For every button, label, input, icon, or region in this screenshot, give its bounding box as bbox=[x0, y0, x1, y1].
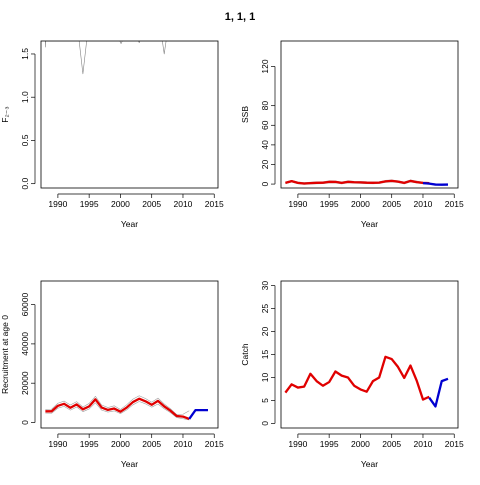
y-tick-label: 0.5 bbox=[20, 134, 30, 146]
x-tick-label: 1995 bbox=[320, 199, 339, 209]
y-axis-label: Catch bbox=[240, 343, 250, 365]
series-group bbox=[45, 41, 215, 75]
x-axis-label: Year bbox=[121, 219, 138, 229]
x-tick-label: 2015 bbox=[205, 199, 224, 209]
series-line-1 bbox=[45, 41, 215, 75]
x-tick-label: 2010 bbox=[174, 439, 193, 449]
x-tick-label: 2015 bbox=[205, 439, 224, 449]
chart-panel-3: 1990 1995 2000 2005 2010 2015 Year 0 20000 40000 6… bbox=[0, 280, 224, 469]
y-tick-label: 120 bbox=[260, 59, 270, 73]
y-tick-label: 60000 bbox=[20, 292, 30, 316]
plot-frame bbox=[40, 280, 219, 429]
y-tick-label: 25 bbox=[260, 304, 270, 314]
page-title: 1, 1, 1 bbox=[225, 11, 256, 23]
y-axis-label: F₂₋₃ bbox=[0, 106, 10, 122]
x-tick-label: 1990 bbox=[288, 439, 307, 449]
y-tick-label: 30 bbox=[260, 281, 270, 291]
series-line-2 bbox=[45, 395, 190, 415]
series-group bbox=[284, 355, 449, 408]
y-tick-label: 20000 bbox=[20, 371, 30, 395]
plot-frame bbox=[40, 40, 219, 189]
x-tick-label: 2000 bbox=[111, 199, 130, 209]
x-tick-label: 2010 bbox=[414, 199, 433, 209]
series-line-3 bbox=[285, 179, 430, 185]
x-tick-label: 2005 bbox=[142, 199, 161, 209]
x-tick-label: 1995 bbox=[320, 439, 339, 449]
x-tick-label: 2005 bbox=[142, 439, 161, 449]
x-axis-label: Year bbox=[121, 459, 138, 469]
y-tick-label: 1.0 bbox=[20, 91, 30, 103]
x-tick-label: 2005 bbox=[382, 199, 401, 209]
x-tick-label: 2000 bbox=[111, 439, 130, 449]
y-tick-label: 5 bbox=[260, 398, 270, 403]
y-tick-label: 40 bbox=[260, 140, 270, 150]
chart-panel-4: 1990 1995 2000 2005 2010 2015 Year 0 5 10 15 20 25 30… bbox=[240, 280, 464, 469]
series-group bbox=[285, 179, 449, 186]
chart-panel-1: 1990 1995 2000 2005 2010 2015 Year 0.0 0.5 1.0 1.5… bbox=[0, 40, 224, 229]
y-tick-label: 80 bbox=[260, 101, 270, 111]
y-tick-label: 20 bbox=[260, 159, 270, 169]
y-tick-label: 20 bbox=[260, 327, 270, 337]
x-tick-label: 2015 bbox=[445, 439, 464, 449]
series-line-2 bbox=[428, 377, 449, 408]
y-tick-label: 0 bbox=[20, 420, 30, 425]
x-tick-label: 2010 bbox=[174, 199, 193, 209]
y-tick-label: 0 bbox=[260, 421, 270, 426]
series-line-1 bbox=[45, 401, 190, 421]
y-tick-label: 1.5 bbox=[20, 48, 30, 60]
series-line-1 bbox=[284, 355, 430, 401]
plot-frame bbox=[280, 280, 459, 429]
series-line-3 bbox=[45, 397, 190, 421]
y-tick-label: 15 bbox=[260, 350, 270, 360]
y-axis-label: SSB bbox=[240, 106, 250, 123]
y-axis-label: Recruitment at age 0 bbox=[0, 315, 10, 394]
series-line-4 bbox=[188, 408, 208, 420]
series-group bbox=[45, 395, 208, 421]
x-tick-label: 1995 bbox=[80, 439, 99, 449]
x-tick-label: 1990 bbox=[48, 199, 67, 209]
y-tick-label: 60 bbox=[260, 120, 270, 130]
x-tick-label: 2010 bbox=[414, 439, 433, 449]
x-tick-label: 1990 bbox=[288, 199, 307, 209]
y-tick-label: 0.0 bbox=[20, 178, 30, 190]
x-axis-label: Year bbox=[361, 459, 378, 469]
x-tick-label: 2015 bbox=[445, 199, 464, 209]
series-line-4 bbox=[422, 181, 449, 186]
panel-grid: 1990 1995 2000 2005 2010 2015Year0.00.51.01.5… bbox=[0, 40, 464, 469]
chart-panel-2: 1990 1995 2000 2005 2010 2015 Year 0 20 40 60 80 120… bbox=[240, 40, 464, 229]
y-tick-label: 0 bbox=[260, 181, 270, 186]
x-tick-label: 1995 bbox=[80, 199, 99, 209]
x-axis-label: Year bbox=[361, 219, 378, 229]
y-tick-label: 10 bbox=[260, 372, 270, 382]
plot-frame bbox=[280, 40, 459, 189]
x-tick-label: 1990 bbox=[48, 439, 67, 449]
x-tick-label: 2005 bbox=[382, 439, 401, 449]
x-tick-label: 2000 bbox=[351, 439, 370, 449]
x-tick-label: 2000 bbox=[351, 199, 370, 209]
y-tick-label: 40000 bbox=[20, 332, 30, 356]
